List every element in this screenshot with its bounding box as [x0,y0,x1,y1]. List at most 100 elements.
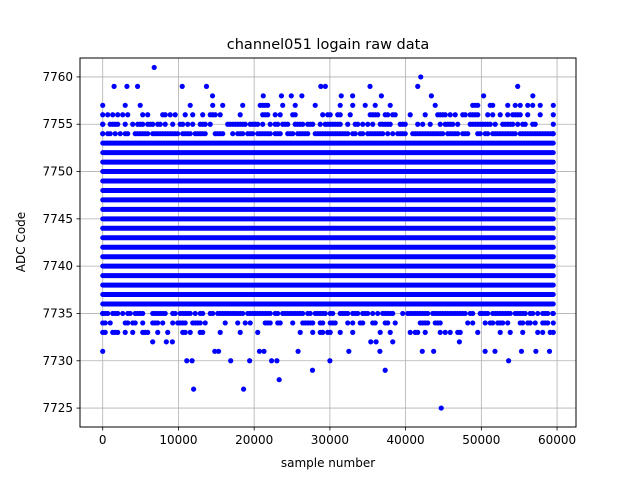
data-point [365,121,371,127]
data-point [172,112,178,118]
data-point [240,310,246,317]
data-point [345,310,351,317]
data-point [360,121,366,127]
data-point [365,310,371,317]
outlier-point [212,348,218,354]
data-point [255,329,261,335]
y-tick-label: 7760 [42,70,73,84]
data-point [475,329,481,335]
data-point [275,310,281,317]
data-point [162,310,168,317]
data-point [375,112,381,118]
data-point [237,329,243,335]
data-point [545,320,551,326]
data-point [285,121,291,127]
outlier-point [431,348,437,354]
outlier-point [506,358,512,364]
data-point [505,102,511,108]
data-point [107,320,113,326]
data-point [100,131,106,137]
data-point [470,320,476,326]
data-point [525,102,531,108]
data-point [487,121,493,127]
outlier-point [134,83,141,89]
data-point [102,329,108,335]
data-point [320,112,326,118]
data-point [372,102,378,108]
outlier-point [151,64,157,71]
data-point [500,320,506,326]
data-point [492,121,498,127]
data-point [437,329,443,335]
data-point [277,131,283,137]
data-point [267,131,273,137]
data-point [105,112,111,118]
data-point [242,320,248,326]
outlier-point [179,83,185,89]
outlier-point [228,358,234,364]
outlier-point [261,348,267,354]
outlier-point [418,74,424,80]
data-point [280,102,286,108]
data-point [320,320,326,326]
data-point [140,121,146,127]
data-point [100,121,106,127]
outlier-point [327,358,333,364]
data-point [157,121,163,127]
data-point [507,310,513,317]
data-point [197,320,203,326]
data-point [267,310,273,317]
data-point [415,329,421,335]
data-point [390,131,396,137]
data-point [425,310,431,317]
data-point [145,131,151,137]
data-point [497,112,503,118]
data-point [462,112,468,118]
data-point [507,329,513,335]
data-point [510,121,516,127]
data-point [392,320,398,326]
data-point [112,131,118,137]
data-point [350,320,356,326]
y-tick-label: 7740 [42,259,73,273]
data-point [300,121,306,127]
data-point [337,121,343,127]
data-point [452,112,458,118]
data-point [267,320,273,326]
data-point [187,131,193,137]
data-point [187,329,193,335]
data-point [182,320,188,326]
data-point [372,320,378,326]
data-point [190,112,196,118]
data-point [390,310,396,317]
outlier-point [169,339,175,345]
data-point [517,102,523,108]
data-point [540,329,546,335]
data-point [522,121,528,127]
data-point [122,329,128,335]
data-point [307,310,313,317]
plot-frame [79,57,577,428]
data-point [422,329,428,335]
outlier-point [377,348,383,354]
outlier-point [428,93,434,99]
data-point [437,121,443,127]
outlier-point [338,93,344,99]
outlier-point [350,93,356,99]
data-point [535,310,541,317]
data-point [122,121,128,127]
data-point [550,131,556,137]
outlier-point [533,348,539,354]
data-point [345,320,351,326]
data-point [207,121,213,127]
outlier-point [438,405,444,411]
data-point [185,121,191,127]
data-point [402,121,408,127]
data-point [455,131,461,137]
data-point [275,121,281,127]
data-point [505,320,511,326]
data-point [345,131,351,137]
outlier-point [256,348,263,354]
data-point [210,310,216,317]
